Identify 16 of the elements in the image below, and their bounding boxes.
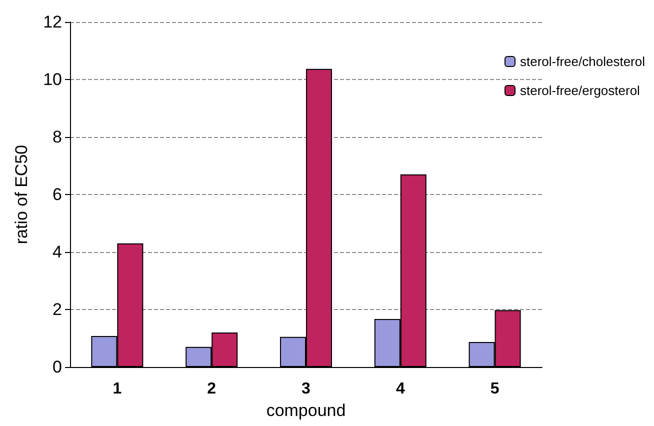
y-axis-title: ratio of EC50 (12, 144, 31, 244)
y-tick-label: 4 (52, 242, 62, 262)
y-tick-label: 6 (52, 185, 62, 204)
y-tick-label: 0 (52, 358, 62, 376)
x-tick-label: 5 (490, 380, 500, 398)
x-tick-label: 2 (207, 380, 216, 398)
x-tick-label: 3 (302, 380, 311, 398)
x-axis-title: compound (266, 400, 346, 420)
y-tick-label: 8 (52, 128, 62, 146)
x-tick-label: 4 (396, 380, 405, 398)
x-tick-label: 1 (112, 380, 122, 398)
legend-label: sterol-free/cholesterol (520, 54, 646, 69)
y-tick-label: 10 (43, 70, 62, 89)
legend-label: sterol-free/ergosterol (520, 83, 640, 98)
y-tick-label: 2 (52, 300, 62, 319)
y-tick-label: 12 (43, 12, 62, 32)
